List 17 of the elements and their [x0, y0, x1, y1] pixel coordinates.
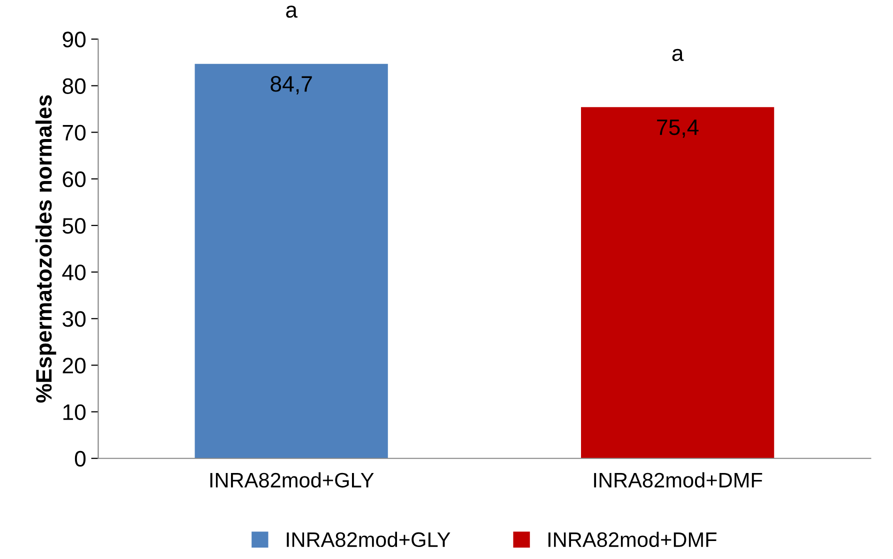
legend-label: INRA82mod+DMF: [548, 532, 716, 548]
y-tick-label: 60: [62, 171, 86, 188]
y-tick-label: 30: [62, 311, 86, 327]
y-tick-label: 0: [74, 450, 86, 467]
text: a: [286, 6, 298, 18]
annotation: a: [672, 48, 684, 62]
y-tick-label: 50: [62, 218, 86, 234]
y-tick-label: 90: [62, 32, 86, 48]
y-tick-label: 80: [62, 78, 86, 94]
y-tick-label: 70: [62, 124, 86, 141]
y-tick-label: 10: [63, 404, 86, 420]
y-tick-label: 40: [62, 264, 86, 280]
data-label: 75,4: [657, 120, 699, 138]
legend-label: INRA82mod+GLY: [286, 532, 450, 548]
y-tick-label: 20: [62, 358, 86, 374]
data-label: 84,7: [270, 76, 312, 94]
y-axis-title: %Espermatozoides normales: [35, 95, 56, 403]
